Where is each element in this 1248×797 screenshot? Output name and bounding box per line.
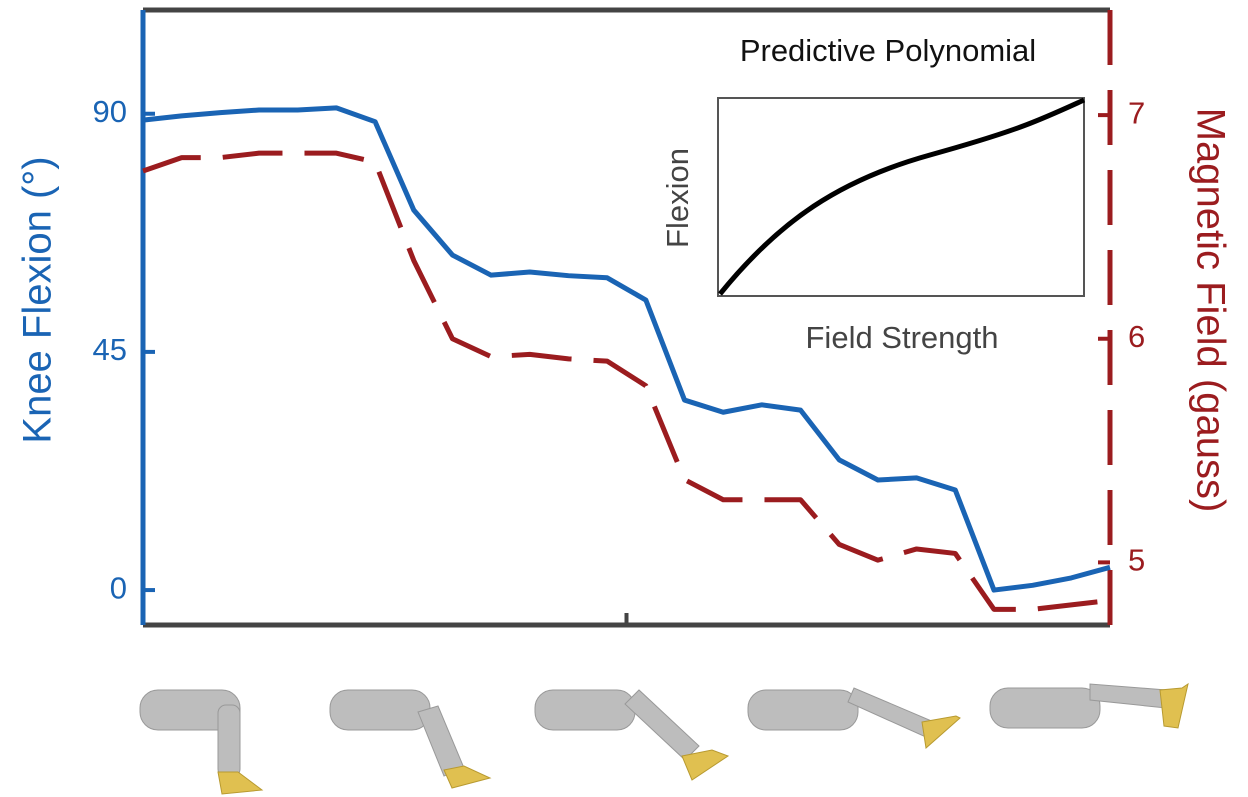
y-tick-label: 45 xyxy=(93,332,127,367)
series-line xyxy=(142,105,1111,593)
inset-curve xyxy=(718,97,1086,296)
inset-x-label: Field Strength xyxy=(806,320,999,355)
leg xyxy=(329,689,492,789)
leg xyxy=(534,689,730,781)
y-axis-label: Knee Flexion (°) xyxy=(16,156,60,443)
y2-tick-label: 7 xyxy=(1128,95,1145,130)
inset-frame xyxy=(717,97,1085,297)
series-line xyxy=(142,150,1111,612)
y-tick-label: 0 xyxy=(110,570,127,605)
y2-tick-label: 5 xyxy=(1128,543,1145,578)
leg xyxy=(989,682,1189,729)
y-tick-label: 90 xyxy=(93,94,127,129)
inset: Predictive Polynomial Field Strength Fle… xyxy=(660,33,1086,355)
leg-illustrations xyxy=(139,682,1189,795)
inset-y-label: Flexion xyxy=(660,148,695,248)
leg xyxy=(139,689,264,795)
inset-title: Predictive Polynomial xyxy=(740,33,1036,68)
y2-tick-label: 6 xyxy=(1128,319,1145,354)
y2-axis-label: Magnetic Field (gauss) xyxy=(1188,108,1232,513)
leg xyxy=(747,687,961,749)
